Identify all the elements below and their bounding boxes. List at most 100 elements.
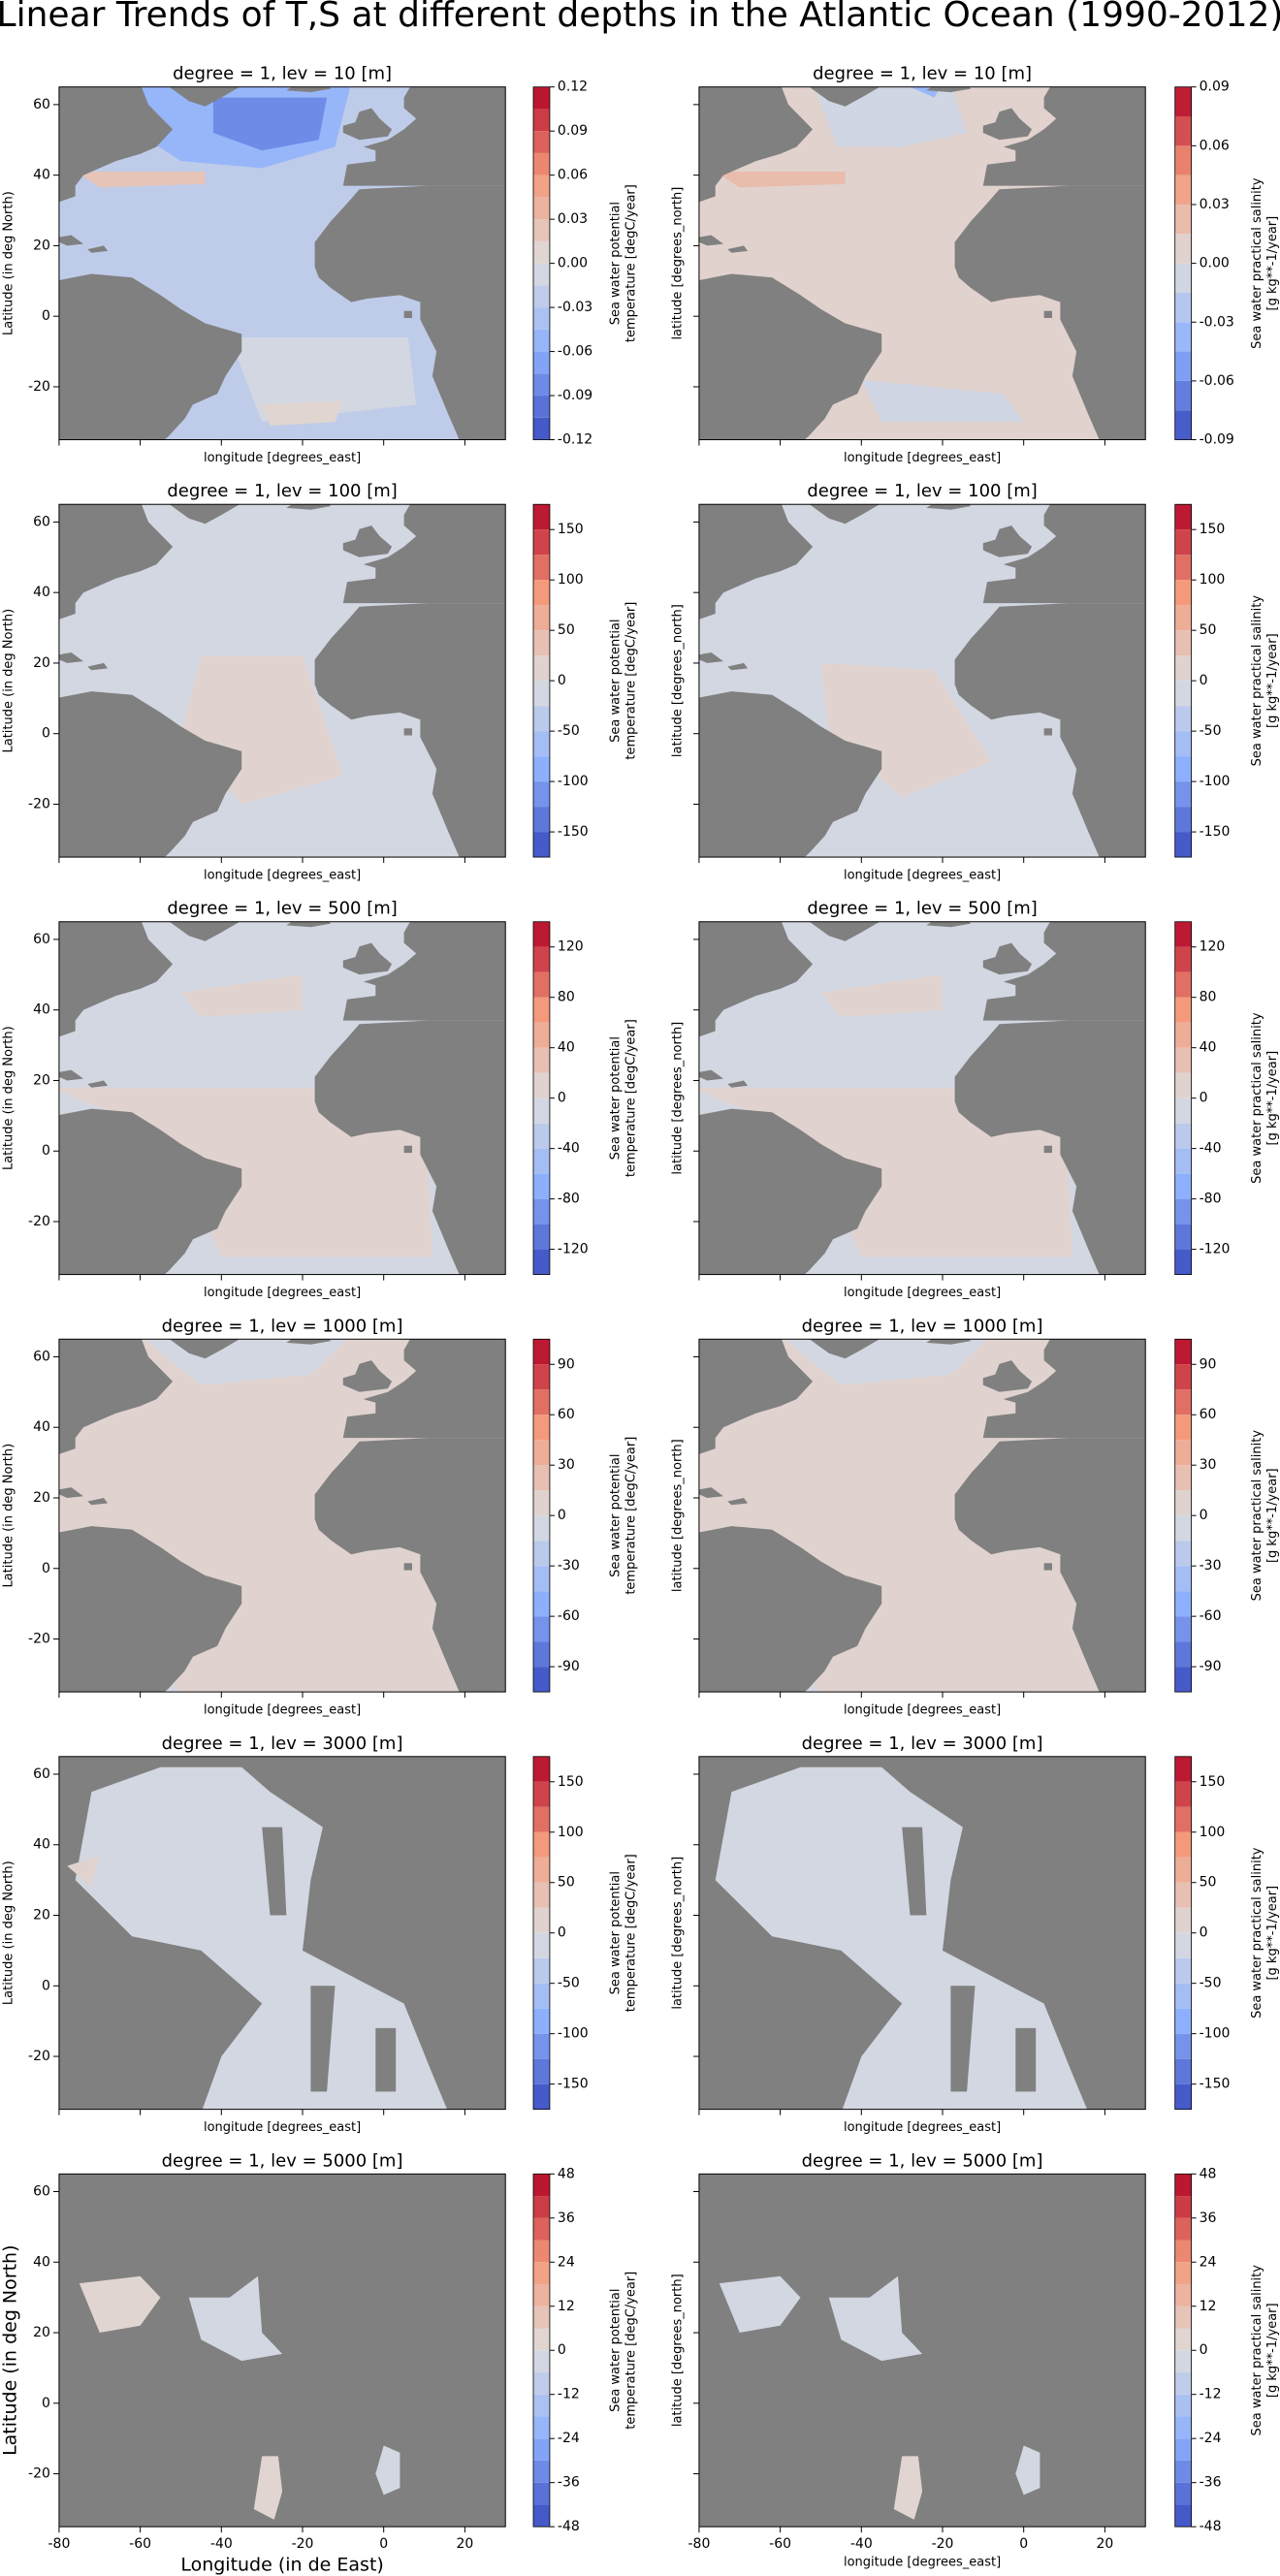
colorbar-band [1174, 1857, 1192, 1883]
colorbar-tick-label: -12 [1200, 2387, 1222, 2402]
colorbar-band [533, 2083, 550, 2110]
land [342, 525, 393, 557]
y-axis-label: latitude [degrees_north] [670, 1022, 685, 1175]
axes-frame [58, 1756, 506, 2111]
colorbar-band [1174, 322, 1192, 352]
colorbar-band [1174, 1566, 1192, 1592]
x-tick-label: 0 [1019, 2536, 1028, 2552]
map [58, 2174, 506, 2528]
contour-region [893, 2456, 923, 2520]
x-axis-label: Longitude (in de East) [180, 2555, 384, 2576]
x-axis-label: longitude [degrees_east] [844, 869, 1001, 883]
colorbar-band [1174, 2328, 1192, 2351]
colorbar-tick-label: -150 [558, 824, 589, 840]
colorbar-band [533, 396, 550, 418]
land [169, 504, 240, 525]
colorbar-tick-label: -24 [1200, 2431, 1222, 2446]
y-axis-label: Latitude (in deg North) [1, 1860, 16, 2005]
contour-region [715, 1766, 1088, 2110]
colorbar-band [533, 1515, 550, 1542]
y-tick-label: 0 [42, 1978, 50, 1993]
colorbar-band [533, 807, 550, 833]
colorbar-band [1174, 630, 1192, 656]
colorbar-band [533, 756, 550, 782]
panel-title: degree = 1, lev = 500 [m] [167, 899, 397, 919]
land [809, 86, 880, 107]
land [58, 504, 174, 620]
contour-region [75, 172, 206, 188]
x-axis-label: longitude [degrees_east] [204, 869, 361, 883]
colorbar-band [533, 832, 550, 858]
x-axis-label: longitude [degrees_east] [204, 2120, 361, 2135]
colorbar-band [533, 2306, 550, 2329]
land [698, 1069, 723, 1081]
land [58, 1339, 174, 1454]
colorbar-tick-label: 0 [558, 1091, 566, 1106]
colorbar-band [1174, 1224, 1192, 1250]
contour-region [212, 97, 328, 151]
land [314, 185, 506, 440]
colorbar-band [533, 1907, 550, 1933]
colorbar-tick-label: 50 [558, 1875, 575, 1891]
colorbar-band [1174, 2033, 1192, 2059]
land [954, 603, 1146, 858]
panel-title: degree = 1, lev = 500 [m] [807, 899, 1037, 919]
land [698, 235, 723, 246]
colorbar-band [1174, 2217, 1192, 2241]
axes-frame [58, 1338, 506, 1693]
colorbar-tick-label: -100 [558, 774, 589, 789]
colorbar-band [533, 329, 550, 352]
y-axis-label: latitude [degrees_north] [670, 1439, 685, 1592]
y-axis-label: Latitude (in deg North) [1, 609, 16, 753]
land [58, 1526, 242, 1693]
colorbar-band [1174, 175, 1192, 205]
colorbar-label: temperature [degC/year] [624, 1854, 638, 2012]
colorbar-tick-label: 30 [1200, 1457, 1217, 1473]
colorbar-tick-label: -30 [1200, 1558, 1222, 1574]
contour-region [253, 2456, 283, 2520]
colorbar-band [1174, 116, 1192, 146]
colorbar-band [533, 2328, 550, 2351]
land [342, 108, 393, 141]
axes-frame [58, 503, 506, 858]
contour-region [229, 337, 417, 423]
colorbar-band [533, 1047, 550, 1073]
axes-frame [698, 503, 1146, 858]
colorbar-band [1174, 1983, 1192, 2009]
colorbar-band [1174, 1641, 1192, 1668]
colorbar-band [533, 1490, 550, 1516]
x-tick-label: -20 [932, 2536, 954, 2552]
land [982, 1339, 1146, 1439]
colorbar-band [533, 555, 550, 581]
colorbar-tick-label: 0 [558, 2342, 566, 2358]
land [310, 1986, 336, 2092]
land [87, 1080, 109, 1088]
y-tick-label: 60 [33, 932, 50, 947]
colorbar-band [533, 2008, 550, 2034]
colorbar-label: temperature [degC/year] [624, 1019, 638, 1177]
colorbar-band [1174, 2262, 1192, 2285]
land [314, 1020, 506, 1275]
colorbar-tick-label: -50 [1200, 723, 1222, 739]
land [342, 1339, 506, 1439]
y-tick-label: -20 [28, 379, 50, 395]
colorbar-band [533, 2350, 550, 2372]
colorbar-band [533, 197, 550, 220]
land [727, 1080, 749, 1088]
x-tick-label: -40 [210, 2536, 233, 2552]
y-tick-label: 0 [42, 2396, 50, 2411]
map [58, 1339, 506, 1693]
colorbar-band [533, 1667, 550, 1693]
colorbar-band [1174, 555, 1192, 581]
panel: degree = 1, lev = 3000 [m] longitude [deg… [670, 1733, 1280, 2135]
land [954, 1020, 1146, 1275]
colorbar-band [1174, 1515, 1192, 1542]
colorbar-band [533, 2033, 550, 2059]
colorbar-band [533, 1440, 550, 1466]
land [982, 108, 1033, 141]
y-tick-label: 60 [33, 2184, 50, 2200]
y-tick-label: 20 [33, 655, 50, 671]
colorbar-label: Sea water practical salinity [1250, 1847, 1264, 2019]
colorbar-label: temperature [degC/year] [624, 602, 638, 760]
panel-title: degree = 1, lev = 1000 [m] [802, 1316, 1043, 1336]
